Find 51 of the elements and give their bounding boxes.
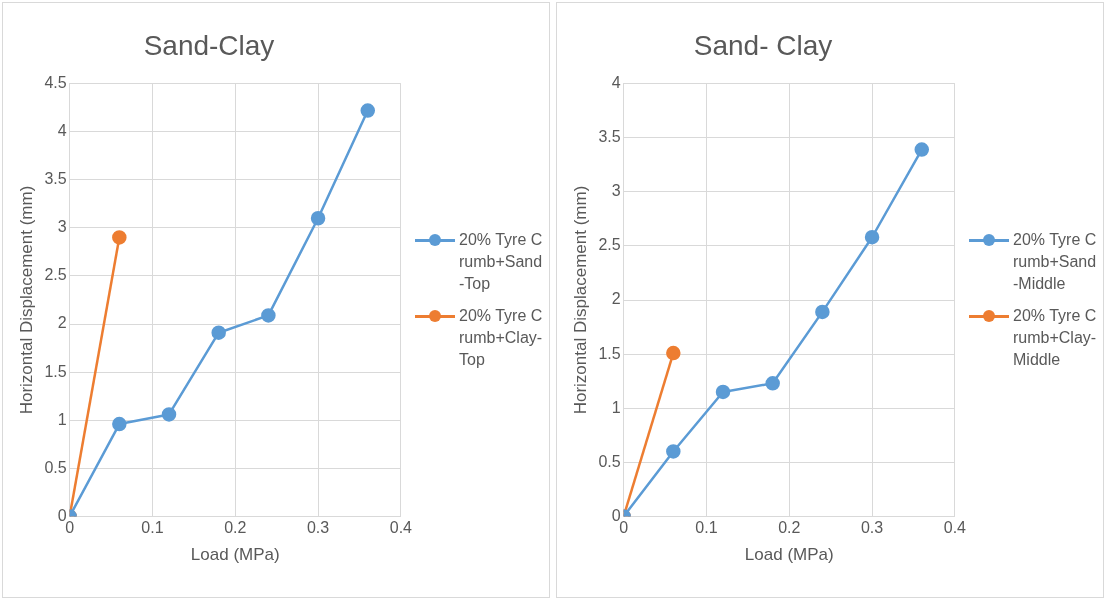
point [815, 304, 830, 320]
y-tick-label: 2.5 [44, 266, 67, 284]
y-tick-label: 4.5 [44, 74, 67, 92]
x-tick-label: 0.2 [778, 519, 801, 537]
y-tick-label: 4 [57, 122, 67, 140]
point [765, 376, 780, 391]
legend-label: 20% Tyre Crumb+Sand-Middle [1013, 230, 1097, 294]
x-axis-title: Load (MPa) [744, 545, 834, 565]
point [211, 325, 226, 340]
y-tick-label: 4 [611, 74, 621, 92]
chart-title: Sand- Clay [693, 29, 833, 61]
y-tick-label: 1 [611, 398, 621, 416]
point [914, 142, 930, 157]
legend-label: 20% Tyre Crumb+Clay-Top [459, 306, 543, 370]
x-tick-label: 0.4 [389, 519, 413, 537]
x-tick-label: 0.1 [141, 519, 164, 537]
x-tick-label: 0.3 [306, 519, 330, 537]
point [864, 229, 880, 245]
y-tick-label: 3 [611, 182, 621, 200]
point [112, 230, 127, 245]
y-tick-label: 1.5 [44, 362, 67, 380]
point [715, 384, 731, 400]
y-tick-label: 3.5 [598, 128, 621, 146]
point [161, 407, 177, 422]
y-tick-label: 2 [611, 290, 621, 308]
x-tick-label: 0.2 [224, 519, 247, 537]
y-tick-label: 1.5 [598, 344, 621, 362]
legend-label: 20% Tyre Crumb+Sand-Top [459, 230, 543, 294]
point [310, 211, 326, 226]
y-tick-label: 2.5 [598, 236, 621, 254]
legend-label: 20% Tyre Crumb+Clay-Middle [1013, 306, 1097, 370]
point [112, 416, 127, 432]
x-axis-title: Load (MPa) [190, 545, 280, 565]
y-tick-label: 3.5 [44, 170, 67, 188]
y-tick-label: 2 [57, 314, 67, 332]
y-tick-label: 0.5 [598, 452, 621, 470]
x-tick-label: 0.3 [860, 519, 884, 537]
y-axis-title: Horizontal Displacement (mm) [16, 185, 36, 415]
y-tick-label: 0 [611, 506, 621, 524]
point [261, 308, 276, 323]
y-axis-title: Horizontal Displacement (mm) [570, 185, 590, 415]
point [360, 103, 376, 118]
x-tick-label: 0.1 [695, 519, 718, 537]
point [666, 444, 681, 459]
point [666, 345, 681, 361]
x-tick-label: 0.4 [943, 519, 967, 537]
y-tick-label: 0 [57, 506, 67, 524]
y-tick-label: 1 [57, 410, 67, 428]
y-tick-label: 3 [57, 218, 67, 236]
y-tick-label: 0.5 [44, 458, 67, 476]
chart-title: Sand-Clay [143, 29, 275, 61]
